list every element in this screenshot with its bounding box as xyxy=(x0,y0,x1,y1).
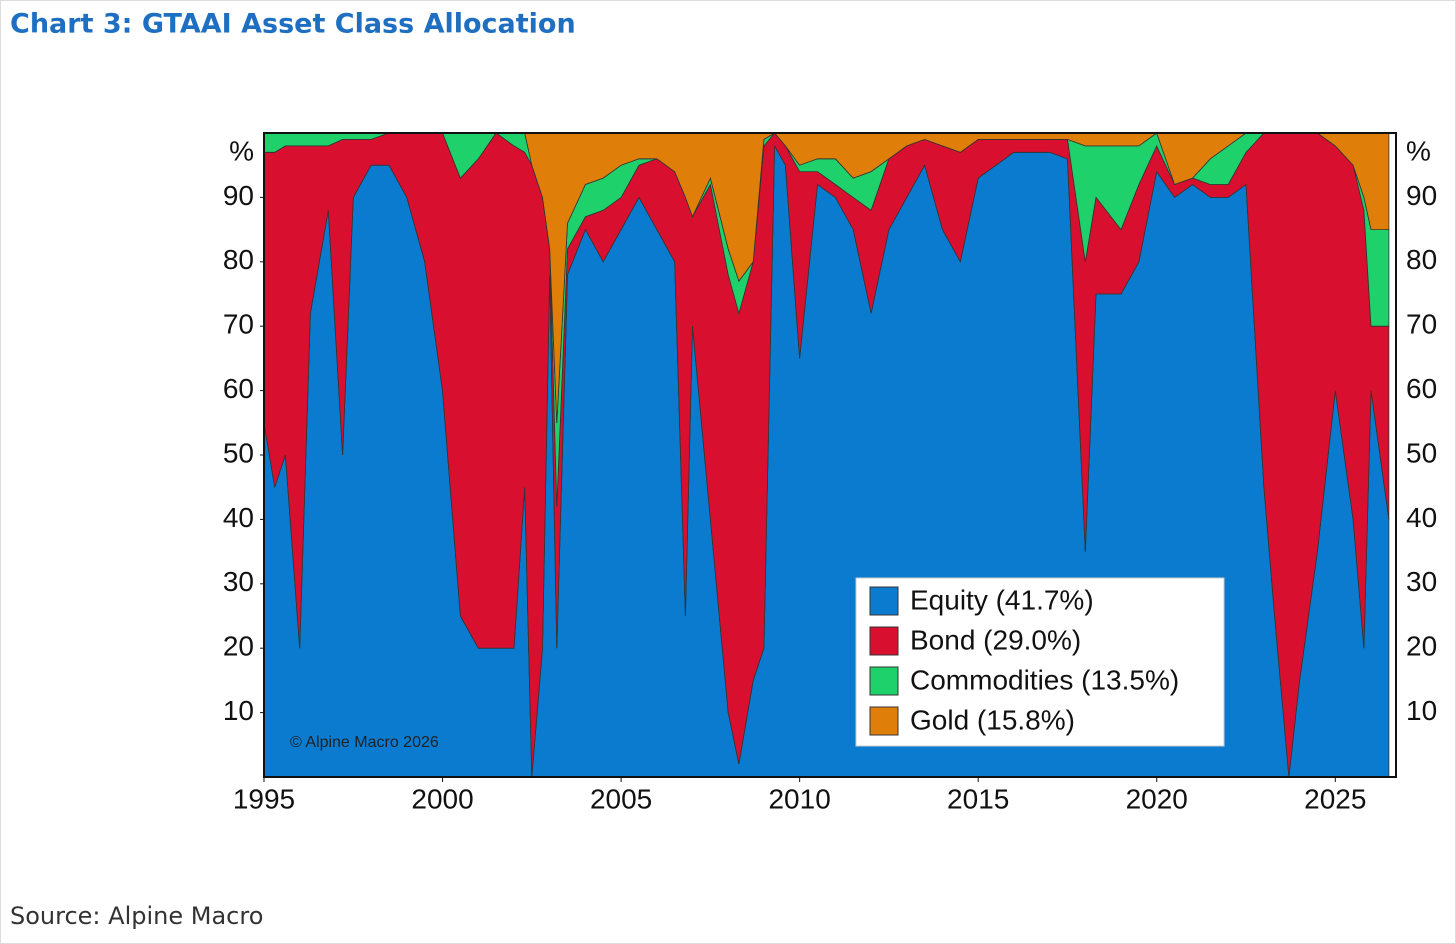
y-tick-label: 40 xyxy=(223,502,254,533)
annotation: © Alpine Macro 2026 xyxy=(290,734,439,751)
y2-tick-label: 90 xyxy=(1406,180,1437,211)
x-tick-label: 1995 xyxy=(233,783,295,814)
y2-tick-label: 80 xyxy=(1406,244,1437,275)
y2-label: % xyxy=(1406,135,1431,166)
y2-tick-label: 60 xyxy=(1406,373,1437,404)
chart-title: Chart 3: GTAAI Asset Class Allocation xyxy=(10,9,576,40)
y2-tick-label: 40 xyxy=(1406,502,1437,533)
y-tick-label: 60 xyxy=(223,373,254,404)
legend-label: Gold (15.8%) xyxy=(910,704,1075,735)
y2-tick-label: 10 xyxy=(1406,695,1437,726)
x-tick-label: 2010 xyxy=(768,783,830,814)
source: Source: Alpine Macro xyxy=(10,902,263,930)
y-tick-label: 70 xyxy=(223,309,254,340)
y2-tick-label: 20 xyxy=(1406,631,1437,662)
x-tick-label: 2000 xyxy=(411,783,473,814)
legend-label: Commodities (13.5%) xyxy=(910,664,1179,695)
y-tick-label: 50 xyxy=(223,437,254,468)
y-tick-label: 80 xyxy=(223,244,254,275)
legend-label: Equity (41.7%) xyxy=(910,584,1094,615)
legend-box xyxy=(855,577,1225,747)
x-tick-label: 2005 xyxy=(590,783,652,814)
y2-tick-label: 70 xyxy=(1406,309,1437,340)
y-tick-label: 20 xyxy=(223,631,254,662)
y-tick-label: 90 xyxy=(223,180,254,211)
x-tick-label: 2025 xyxy=(1304,783,1366,814)
legend-swatch xyxy=(869,586,899,616)
legend-swatch xyxy=(869,626,899,656)
legend-swatch xyxy=(869,666,899,696)
x-tick-label: 2020 xyxy=(1126,783,1188,814)
legend-label: Bond (29.0%) xyxy=(910,624,1081,655)
x-tick-label: 2015 xyxy=(947,783,1009,814)
legend-swatch xyxy=(869,706,899,736)
y-label: % xyxy=(229,135,254,166)
y-tick-label: 30 xyxy=(223,566,254,597)
y2-tick-label: 50 xyxy=(1406,437,1437,468)
y2-tick-label: 30 xyxy=(1406,566,1437,597)
y-tick-label: 10 xyxy=(223,695,254,726)
